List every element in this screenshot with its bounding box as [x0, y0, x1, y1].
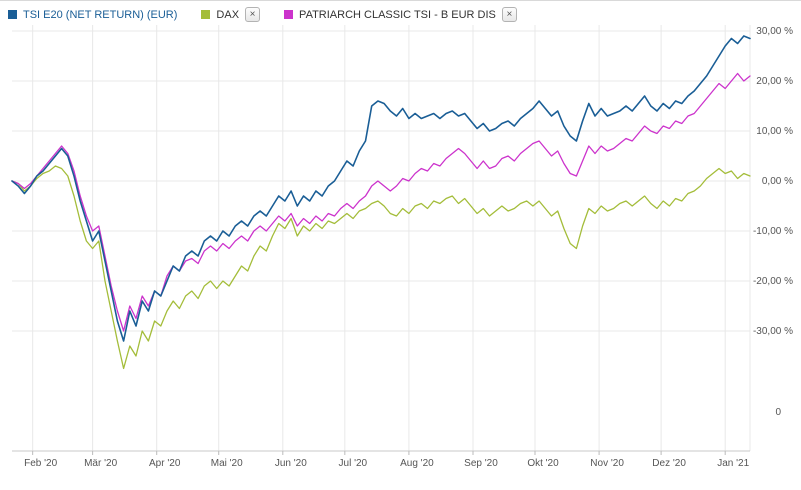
svg-text:Apr '20: Apr '20	[149, 458, 181, 469]
series-line-2	[11, 72, 751, 332]
legend-item-dax: DAX ×	[201, 7, 261, 22]
svg-text:Mär '20: Mär '20	[84, 458, 117, 469]
series-line-1	[11, 165, 751, 370]
series-color-swatch-dax	[201, 10, 211, 19]
svg-text:Feb '20: Feb '20	[24, 458, 57, 469]
gridlines	[12, 25, 751, 451]
series-line-0	[11, 35, 751, 342]
svg-text:-30,00 %: -30,00 %	[753, 326, 793, 337]
x-axis	[12, 450, 750, 455]
remove-series-button-patriarch[interactable]: ×	[501, 7, 517, 22]
svg-text:Nov '20: Nov '20	[590, 458, 624, 469]
series-color-swatch-patriarch	[284, 10, 294, 19]
svg-text:10,00 %: 10,00 %	[756, 126, 793, 137]
svg-text:Mai '20: Mai '20	[211, 458, 243, 469]
svg-text:30,00 %: 30,00 %	[756, 26, 793, 37]
series-color-swatch-tsi-e20	[8, 10, 17, 19]
x-axis-labels: Feb '20 Mär '20 Apr '20 Mai '20 Jun '20 Jul '…	[24, 458, 749, 469]
svg-text:Jan '21: Jan '21	[717, 458, 749, 469]
legend-item-patriarch: PATRIARCH CLASSIC TSI - B EUR DIS ×	[284, 7, 517, 22]
svg-text:20,00 %: 20,00 %	[756, 76, 793, 87]
y-axis-labels: 30,00 % 20,00 % 10,00 % 0,00 % -10,00 % -20,0…	[753, 26, 793, 418]
svg-text:Jun '20: Jun '20	[275, 458, 307, 469]
svg-text:0,00 %: 0,00 %	[762, 176, 793, 187]
svg-text:Aug '20: Aug '20	[400, 458, 434, 469]
svg-text:-20,00 %: -20,00 %	[753, 276, 793, 287]
svg-text:0: 0	[775, 407, 781, 418]
series-label-tsi-e20: TSI E20 (NET RETURN) (EUR)	[23, 8, 178, 21]
legend-item-tsi-e20: TSI E20 (NET RETURN) (EUR) ×	[8, 9, 177, 21]
chart-legend: TSI E20 (NET RETURN) (EUR) × DAX × PATRI…	[8, 7, 541, 22]
remove-series-button-dax[interactable]: ×	[245, 7, 261, 22]
svg-text:Dez '20: Dez '20	[652, 458, 686, 469]
svg-text:-10,00 %: -10,00 %	[753, 226, 793, 237]
svg-text:Jul '20: Jul '20	[339, 458, 368, 469]
series-label-dax: DAX	[216, 8, 240, 21]
series-label-patriarch: PATRIARCH CLASSIC TSI - B EUR DIS	[299, 8, 496, 21]
svg-text:Sep '20: Sep '20	[464, 458, 498, 469]
svg-text:Okt '20: Okt '20	[527, 458, 559, 469]
